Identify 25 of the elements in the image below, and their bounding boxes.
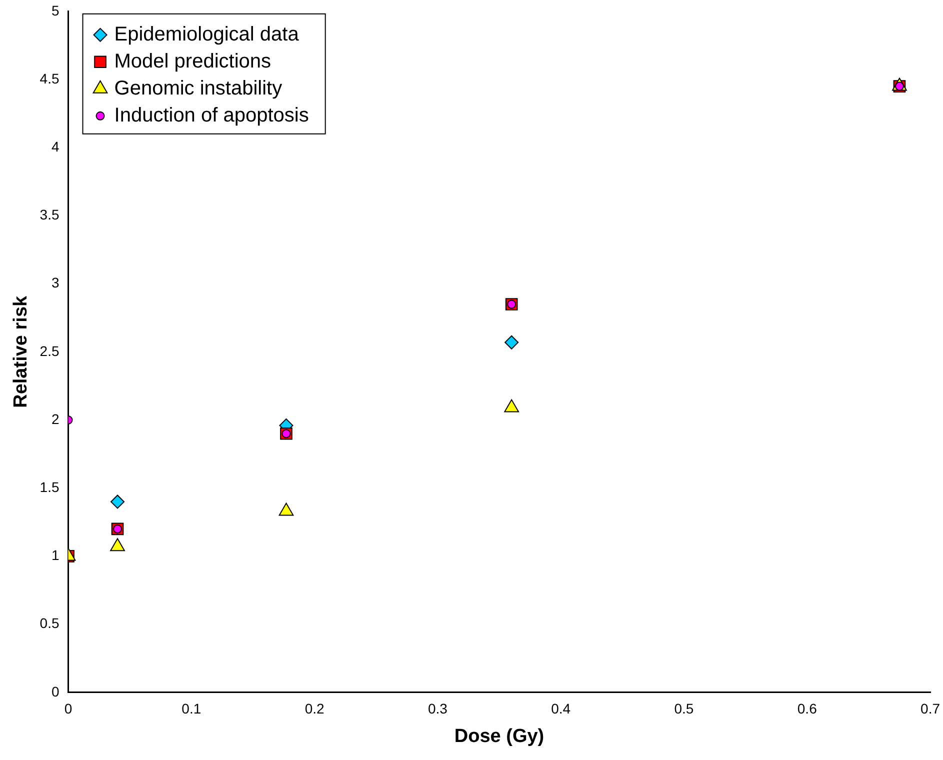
y-tick-label: 0.5 <box>40 615 60 632</box>
y-tick-label: 1 <box>51 547 60 564</box>
legend-label: Model predictions <box>114 50 272 72</box>
x-tick-label: 0.6 <box>797 700 818 717</box>
y-tick-label: 0 <box>51 683 60 700</box>
legend-label: Genomic instability <box>114 77 282 100</box>
y-tick-label: 2 <box>51 410 60 427</box>
y-tick-label: 3.5 <box>40 206 60 223</box>
y-tick-label: 5 <box>51 2 60 18</box>
x-axis-title: Dose (Gy) <box>454 726 544 747</box>
x-tick-label: 0.2 <box>304 700 324 717</box>
y-tick-label: 1.5 <box>40 478 60 495</box>
y-axis-title: Relative risk <box>10 295 32 408</box>
legend-label: Epidemiological data <box>114 23 300 46</box>
legend-label: Induction of apoptosis <box>114 104 309 126</box>
x-tick-label: 0.1 <box>182 700 202 717</box>
x-tick-label: 0.3 <box>428 700 448 717</box>
x-tick-label: 0.7 <box>920 700 940 717</box>
x-tick-label: 0.5 <box>674 700 694 717</box>
y-tick-label: 3 <box>51 274 60 291</box>
x-tick-label: 0.4 <box>551 700 571 717</box>
y-tick-label: 4.5 <box>40 70 60 86</box>
x-tick-label: 0 <box>64 700 72 717</box>
y-tick-label: 2.5 <box>40 342 60 359</box>
y-tick-label: 4 <box>51 138 60 154</box>
